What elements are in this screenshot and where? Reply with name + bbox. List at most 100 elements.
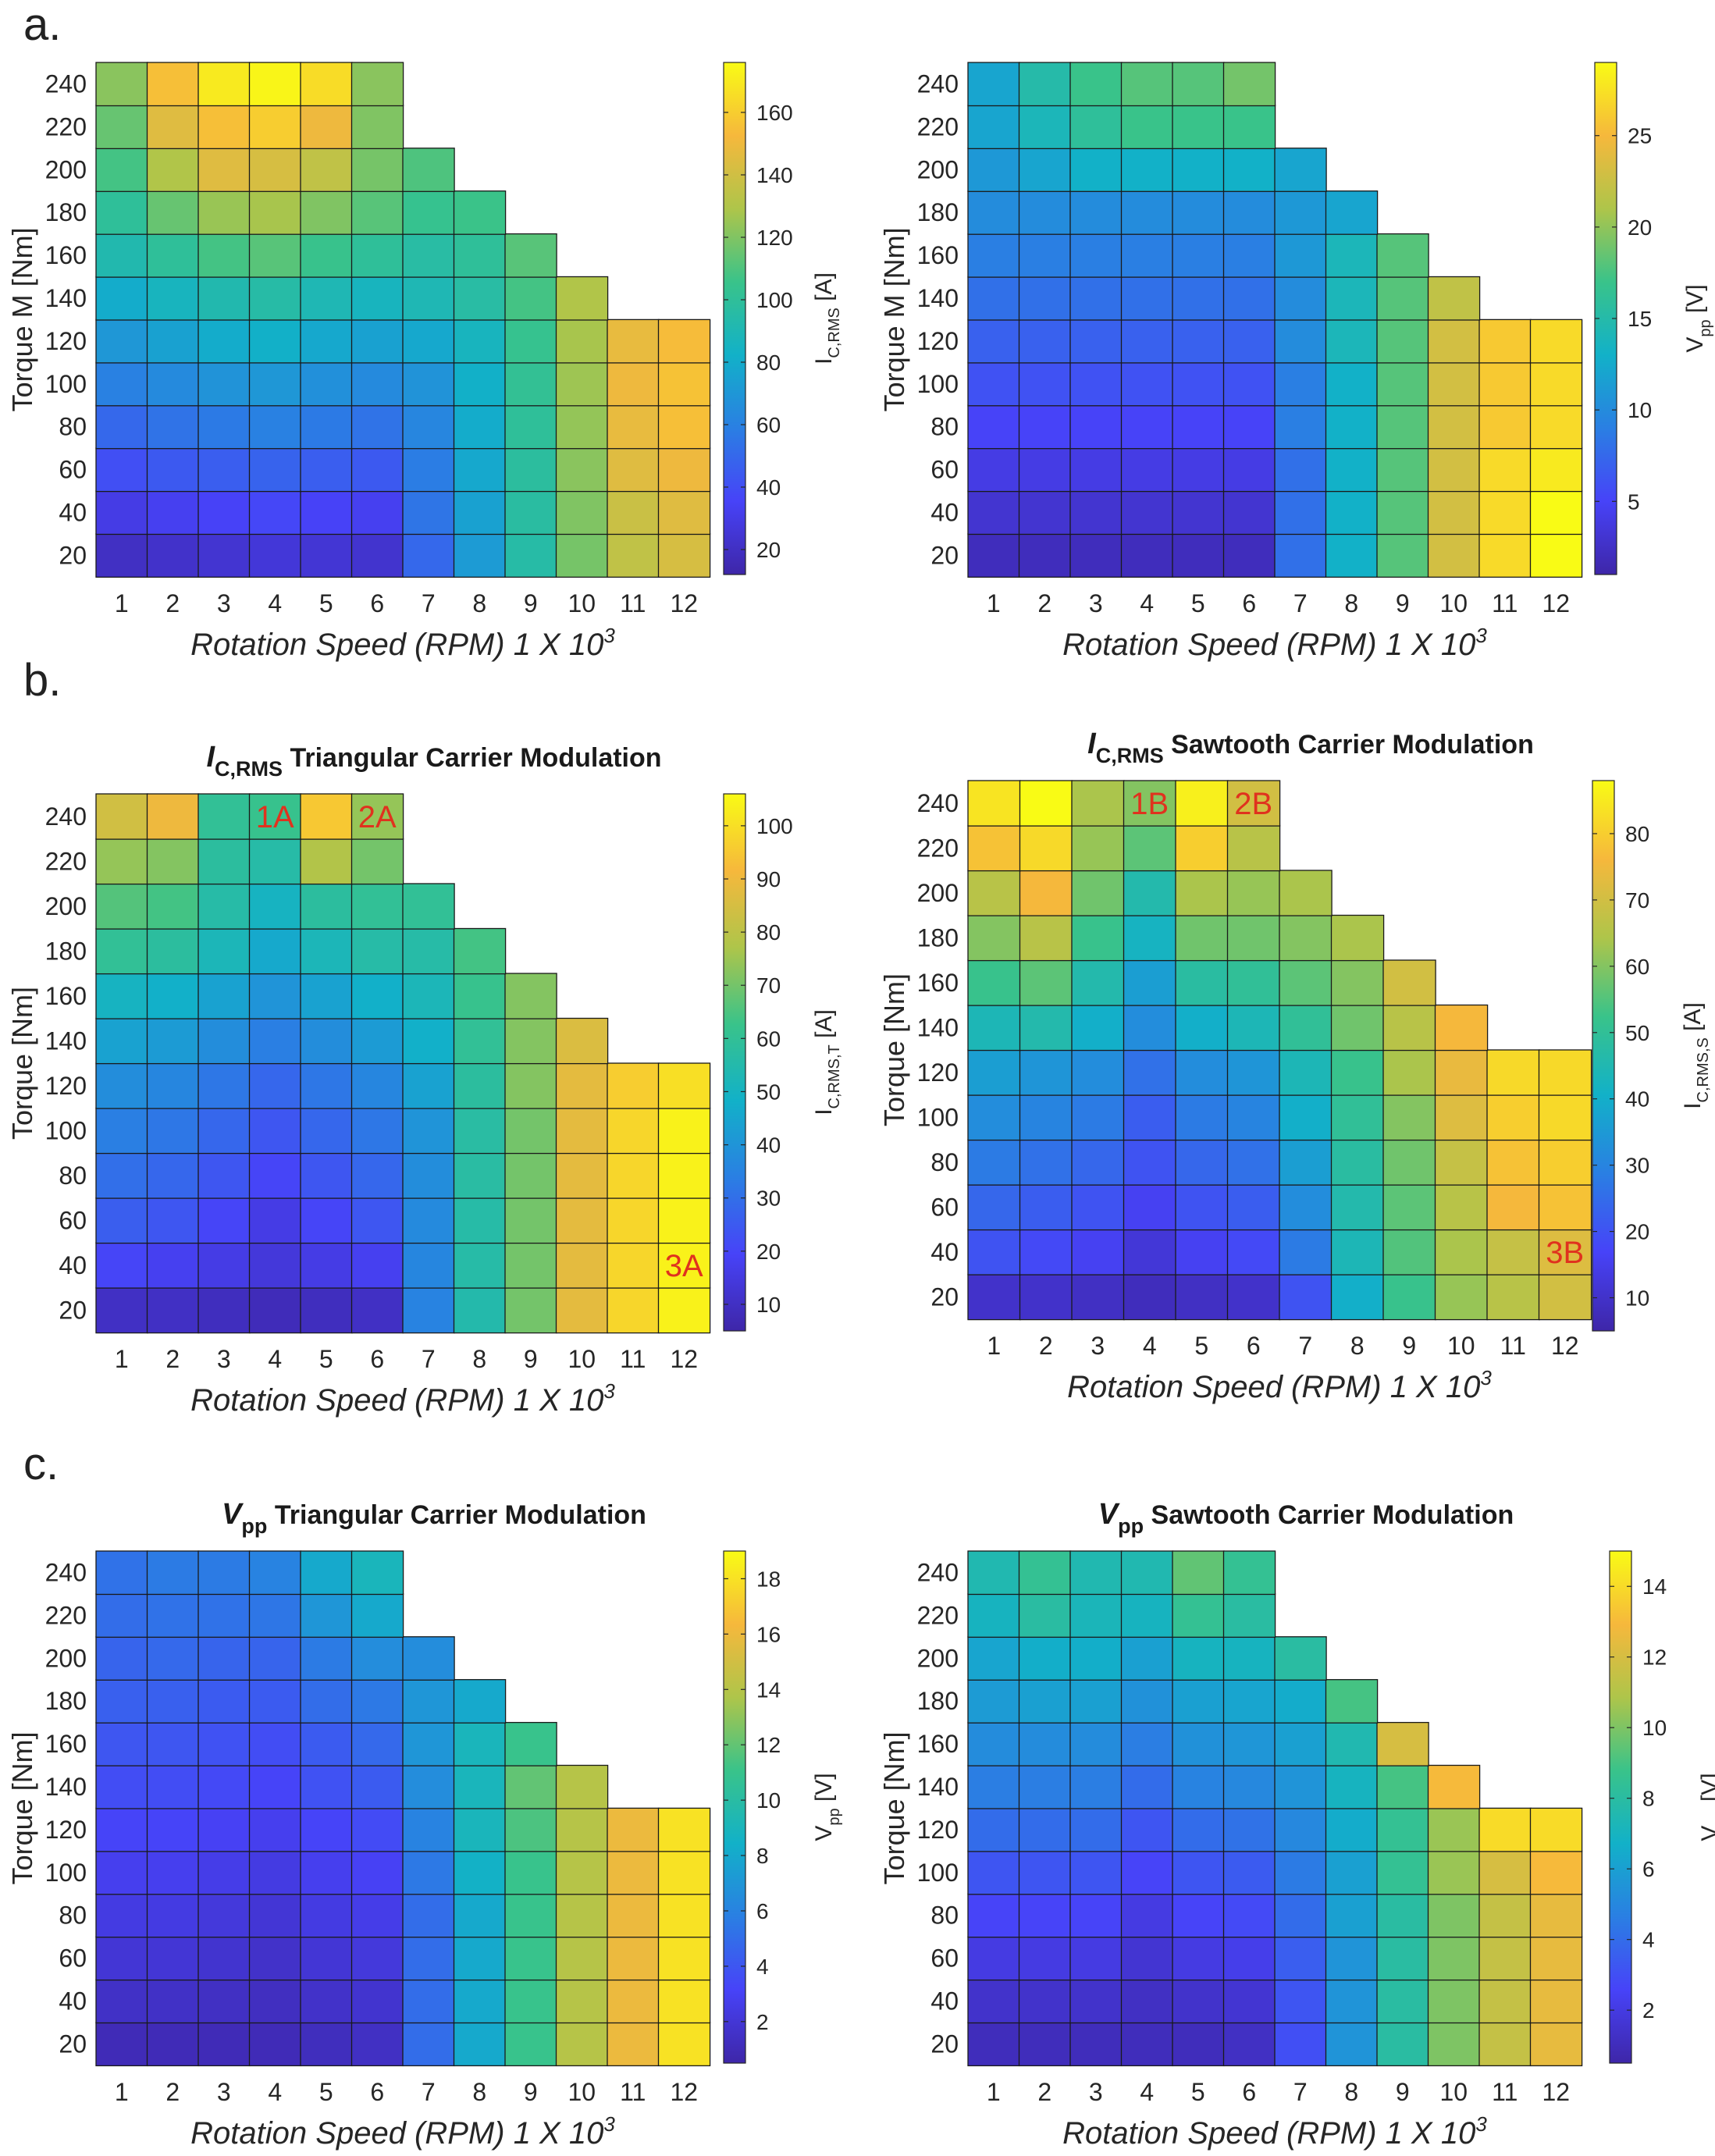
y-tick-label: 60 [930,1944,959,1973]
heatmap-cell [1222,1593,1276,1638]
heatmap-cell [555,1936,609,1981]
x-tick-label: 8 [1344,589,1358,617]
heatmap-cell [967,190,1020,235]
x-tick-label: 11 [620,2078,646,2106]
heatmap-cell [1382,1049,1436,1096]
heatmap-cell [402,927,455,975]
chart-title: IC,RMS Triangular Carrier Modulation [206,741,661,781]
heatmap-cell [1018,1979,1072,2024]
heatmap-cell [1529,1850,1583,1895]
heatmap-cell [95,1807,148,1852]
heatmap-cell [453,927,507,975]
heatmap-cell [555,1197,609,1244]
y-tick-label: 240 [45,1558,87,1586]
heatmap-cell [1274,1936,1327,1981]
heatmap-cell [197,1764,251,1809]
panel-letter-a: a. [23,0,62,50]
x-tick-label: 5 [1191,589,1205,617]
heatmap-cell [350,233,404,278]
heatmap-cell [1175,780,1229,827]
y-tick-label: 120 [917,1816,959,1844]
y-tick-label: 60 [930,456,959,484]
heatmap-cell [1478,1893,1532,1938]
heatmap-cell [1019,959,1073,1006]
x-tick-label: 10 [568,2078,596,2106]
heatmap-cell [1222,1550,1276,1596]
heatmap-cell [95,838,148,885]
heatmap-cell [1172,233,1225,278]
heatmap-cell [300,105,353,150]
heatmap-cell [657,1062,711,1109]
heatmap-cell [300,927,353,975]
heatmap-cell [1123,1004,1177,1051]
heatmap-cell [1330,1229,1385,1275]
x-tick-label: 1 [115,1345,129,1373]
x-tick-label: 2 [165,2078,180,2106]
y-tick-label: 220 [917,112,959,141]
heatmap-cell [95,883,148,930]
heatmap-cell [95,1152,148,1199]
heatmap-cell [1325,2022,1379,2067]
heatmap-cell [146,1721,200,1766]
heatmap-cell [197,148,251,192]
heatmap-cell [1226,824,1281,872]
heatmap-cell [1325,490,1379,535]
y-tick-label: 160 [917,241,959,269]
heatmap-cell [1478,1850,1532,1895]
heatmap-cell [248,1936,302,1981]
y-tick-label: 40 [930,498,959,526]
y-axis-label: Torque M [Nm] [878,227,910,411]
heatmap-cell [1274,1850,1327,1895]
heatmap-cell [1222,276,1276,321]
heatmap-cell [248,1636,302,1681]
heatmap-cell [197,1893,251,1938]
heatmap-cell [1376,1936,1429,1981]
heatmap-cell [1376,1764,1429,1809]
heatmap-cell [1427,447,1481,493]
heatmap-cell [1376,276,1429,321]
heatmap-cell [504,973,557,1019]
heatmap-cell [300,1593,353,1638]
heatmap-cell [197,62,251,107]
heatmap-cell [146,447,200,493]
x-tick-label: 3 [1091,1332,1105,1360]
heatmap-cell [1222,2022,1276,2067]
heatmap-cell [607,318,660,364]
heatmap-cell [1478,2022,1532,2067]
x-tick-label: 3 [1089,589,1103,617]
heatmap-cell [248,793,302,840]
x-tick-label: 5 [319,589,333,617]
heatmap-cell [1538,1229,1592,1275]
heatmap-cell [1123,959,1177,1006]
heatmap-cell [1120,105,1174,150]
heatmap-cell [402,404,455,450]
heatmap-cell [1172,1850,1225,1895]
heatmap-cell [402,490,455,535]
heatmap-cell [453,318,507,364]
y-tick-label: 220 [45,112,87,141]
y-axis-label: Torque [Nm] [878,973,910,1126]
colorbar-tick-label: 50 [756,1080,781,1104]
heatmap-cell [967,1807,1020,1852]
heatmap-cell [967,1850,1020,1895]
heatmap-cell [967,1139,1021,1186]
heatmap-cell [146,1850,200,1895]
colorbar-label: IC,RMS,S [A] [1680,1002,1712,1109]
heatmap-cell [504,1850,557,1895]
x-tick-label: 8 [472,589,486,617]
heatmap-cell [146,1152,200,1199]
heatmap-cell [300,1017,353,1065]
heatmap-cell [555,1764,609,1809]
heatmap-cell [350,1107,404,1154]
heatmap-cell [248,148,302,192]
y-axis-label: Torque [Nm] [6,987,38,1140]
x-axis-label: Rotation Speed (RPM) 1 X 103 [190,624,615,662]
y-tick-label: 160 [45,241,87,269]
heatmap-cell [248,318,302,364]
y-axis-label: Torque [Nm] [6,1731,38,1884]
heatmap-cell [1018,105,1072,150]
heatmap-cell [1226,1183,1281,1231]
heatmap-cell [95,148,148,192]
heatmap-cell [607,1979,660,2024]
